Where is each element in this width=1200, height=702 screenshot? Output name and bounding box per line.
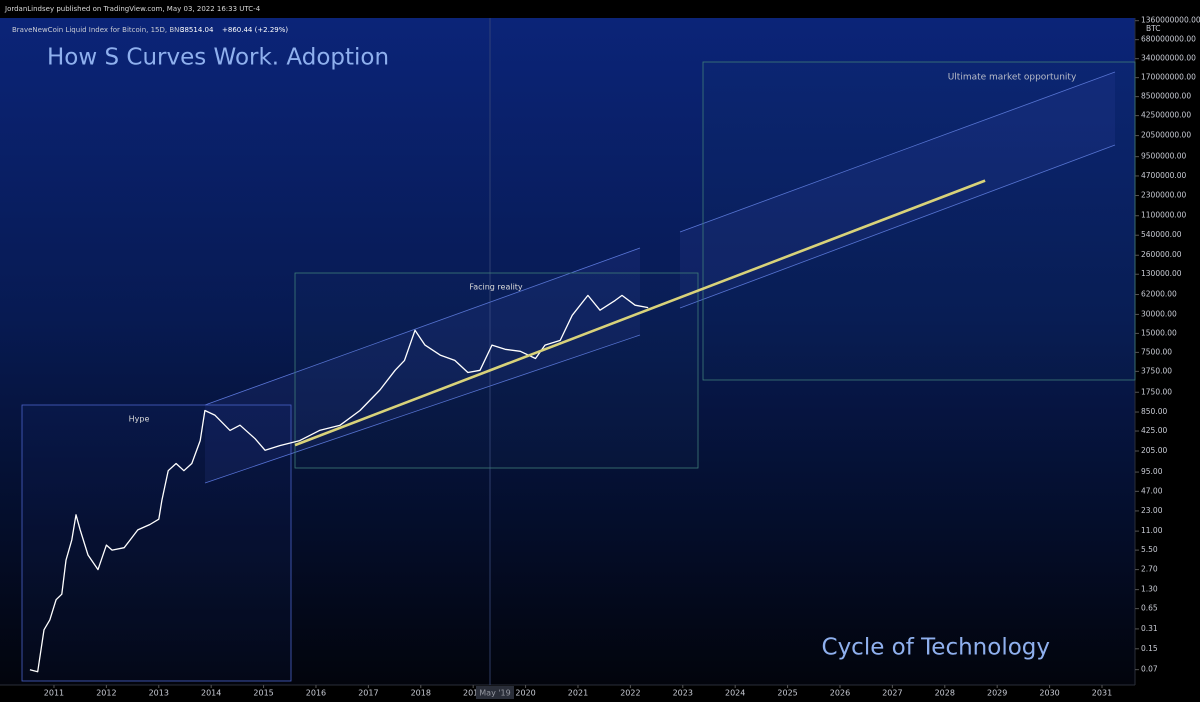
x-tick-label: 2023 [673, 689, 693, 698]
y-tick-label: 1360000000.00 [1141, 16, 1200, 25]
y-tick-label: 260000.00 [1141, 250, 1182, 259]
y-tick-label: 11.00 [1141, 526, 1163, 535]
y-tick-label: 2.70 [1141, 565, 1158, 574]
y-tick-label: 7500.00 [1141, 347, 1172, 356]
y-tick-label: 47.00 [1141, 486, 1163, 495]
y-axis-panel [1135, 18, 1200, 685]
y-tick-label: 850.00 [1141, 407, 1167, 416]
y-tick-label: 42500000.00 [1141, 111, 1191, 120]
x-tick-label: 2030 [1039, 689, 1059, 698]
y-tick-label: 680000000.00 [1141, 35, 1196, 44]
channel-line [204, 334, 641, 484]
annotation: Facing reality [469, 283, 523, 292]
x-tick-label: 2021 [568, 689, 588, 698]
channel-line [204, 247, 641, 406]
y-tick-label: 9500000.00 [1141, 152, 1187, 161]
y-tick-label: 1750.00 [1141, 387, 1172, 396]
y-tick-label: 0.07 [1141, 665, 1158, 674]
channel-line [679, 71, 1116, 233]
symbol: BraveNewCoin Liquid Index for Bitcoin, 1… [12, 26, 184, 34]
y-tick-label: 130000.00 [1141, 269, 1182, 278]
price: 38514.04 [180, 26, 214, 34]
x-tick-label: 2031 [1092, 689, 1112, 698]
y-tick-label: 170000000.00 [1141, 73, 1196, 82]
y-tick-label: 3750.00 [1141, 366, 1172, 375]
x-tick-label: 2018 [411, 689, 431, 698]
y-tick-label: 0.31 [1141, 624, 1158, 633]
y-tick-label: 23.00 [1141, 506, 1163, 515]
y-tick-label: 20500000.00 [1141, 131, 1191, 140]
channel [680, 72, 1115, 308]
x-tick-label: 2013 [149, 689, 169, 698]
x-tick-label: 2025 [777, 689, 797, 698]
x-tick-label: 2029 [987, 689, 1007, 698]
y-tick-label: 0.65 [1141, 604, 1158, 613]
x-tick-label: 2024 [725, 689, 745, 698]
y-tick-label: 425.00 [1141, 426, 1167, 435]
plot-background [0, 18, 1135, 685]
y-axis-label: BTC [1146, 24, 1161, 33]
x-tick-label: 2011 [44, 689, 64, 698]
y-tick-label: 1100000.00 [1141, 211, 1187, 220]
y-tick-label: 205.00 [1141, 446, 1167, 455]
y-tick-label: 0.15 [1141, 644, 1158, 653]
x-tick-label: 2014 [201, 689, 221, 698]
x-tick-label: 2012 [96, 689, 116, 698]
x-tick-label: 2026 [830, 689, 850, 698]
y-tick-label: 540000.00 [1141, 230, 1182, 239]
y-tick-label: 85000000.00 [1141, 92, 1191, 101]
y-tick-label: 1.30 [1141, 585, 1158, 594]
opportunity-box [702, 61, 1136, 381]
y-tick-label: 2300000.00 [1141, 191, 1187, 200]
channel-line [679, 144, 1116, 309]
y-tick-label: 15000.00 [1141, 328, 1177, 337]
channel [205, 248, 640, 483]
change: +860.44 (+2.29%) [222, 26, 288, 34]
annotation: Hype [129, 415, 150, 424]
y-tick-label: 95.00 [1141, 467, 1163, 476]
crosshair-label: May '19 [479, 689, 510, 698]
x-tick-label: 2015 [253, 689, 273, 698]
x-tick-label: 2027 [882, 689, 902, 698]
hype-box [21, 404, 292, 682]
annotation: Ultimate market opportunity [948, 73, 1077, 83]
x-tick-label: 2017 [358, 689, 378, 698]
y-tick-label: 62000.00 [1141, 290, 1177, 299]
y-tick-label: 30000.00 [1141, 309, 1177, 318]
chart-title: How S Curves Work. Adoption [47, 45, 389, 71]
x-tick-label: 2020 [515, 689, 535, 698]
x-tick-label: 2016 [306, 689, 326, 698]
annotation: Cycle of Technology [822, 635, 1050, 661]
x-tick-label: 2022 [620, 689, 640, 698]
reality-box [294, 272, 699, 469]
publisher: JordanLindsey published on TradingView.c… [4, 5, 261, 13]
x-tick-label: 2028 [935, 689, 955, 698]
x-tick-label: 2019 [463, 689, 483, 698]
trend-line [294, 179, 986, 447]
y-tick-label: 5.50 [1141, 545, 1158, 554]
crosshair-label-box [476, 686, 514, 699]
y-tick-label: 340000000.00 [1141, 54, 1196, 63]
y-tick-label: 4700000.00 [1141, 171, 1187, 180]
